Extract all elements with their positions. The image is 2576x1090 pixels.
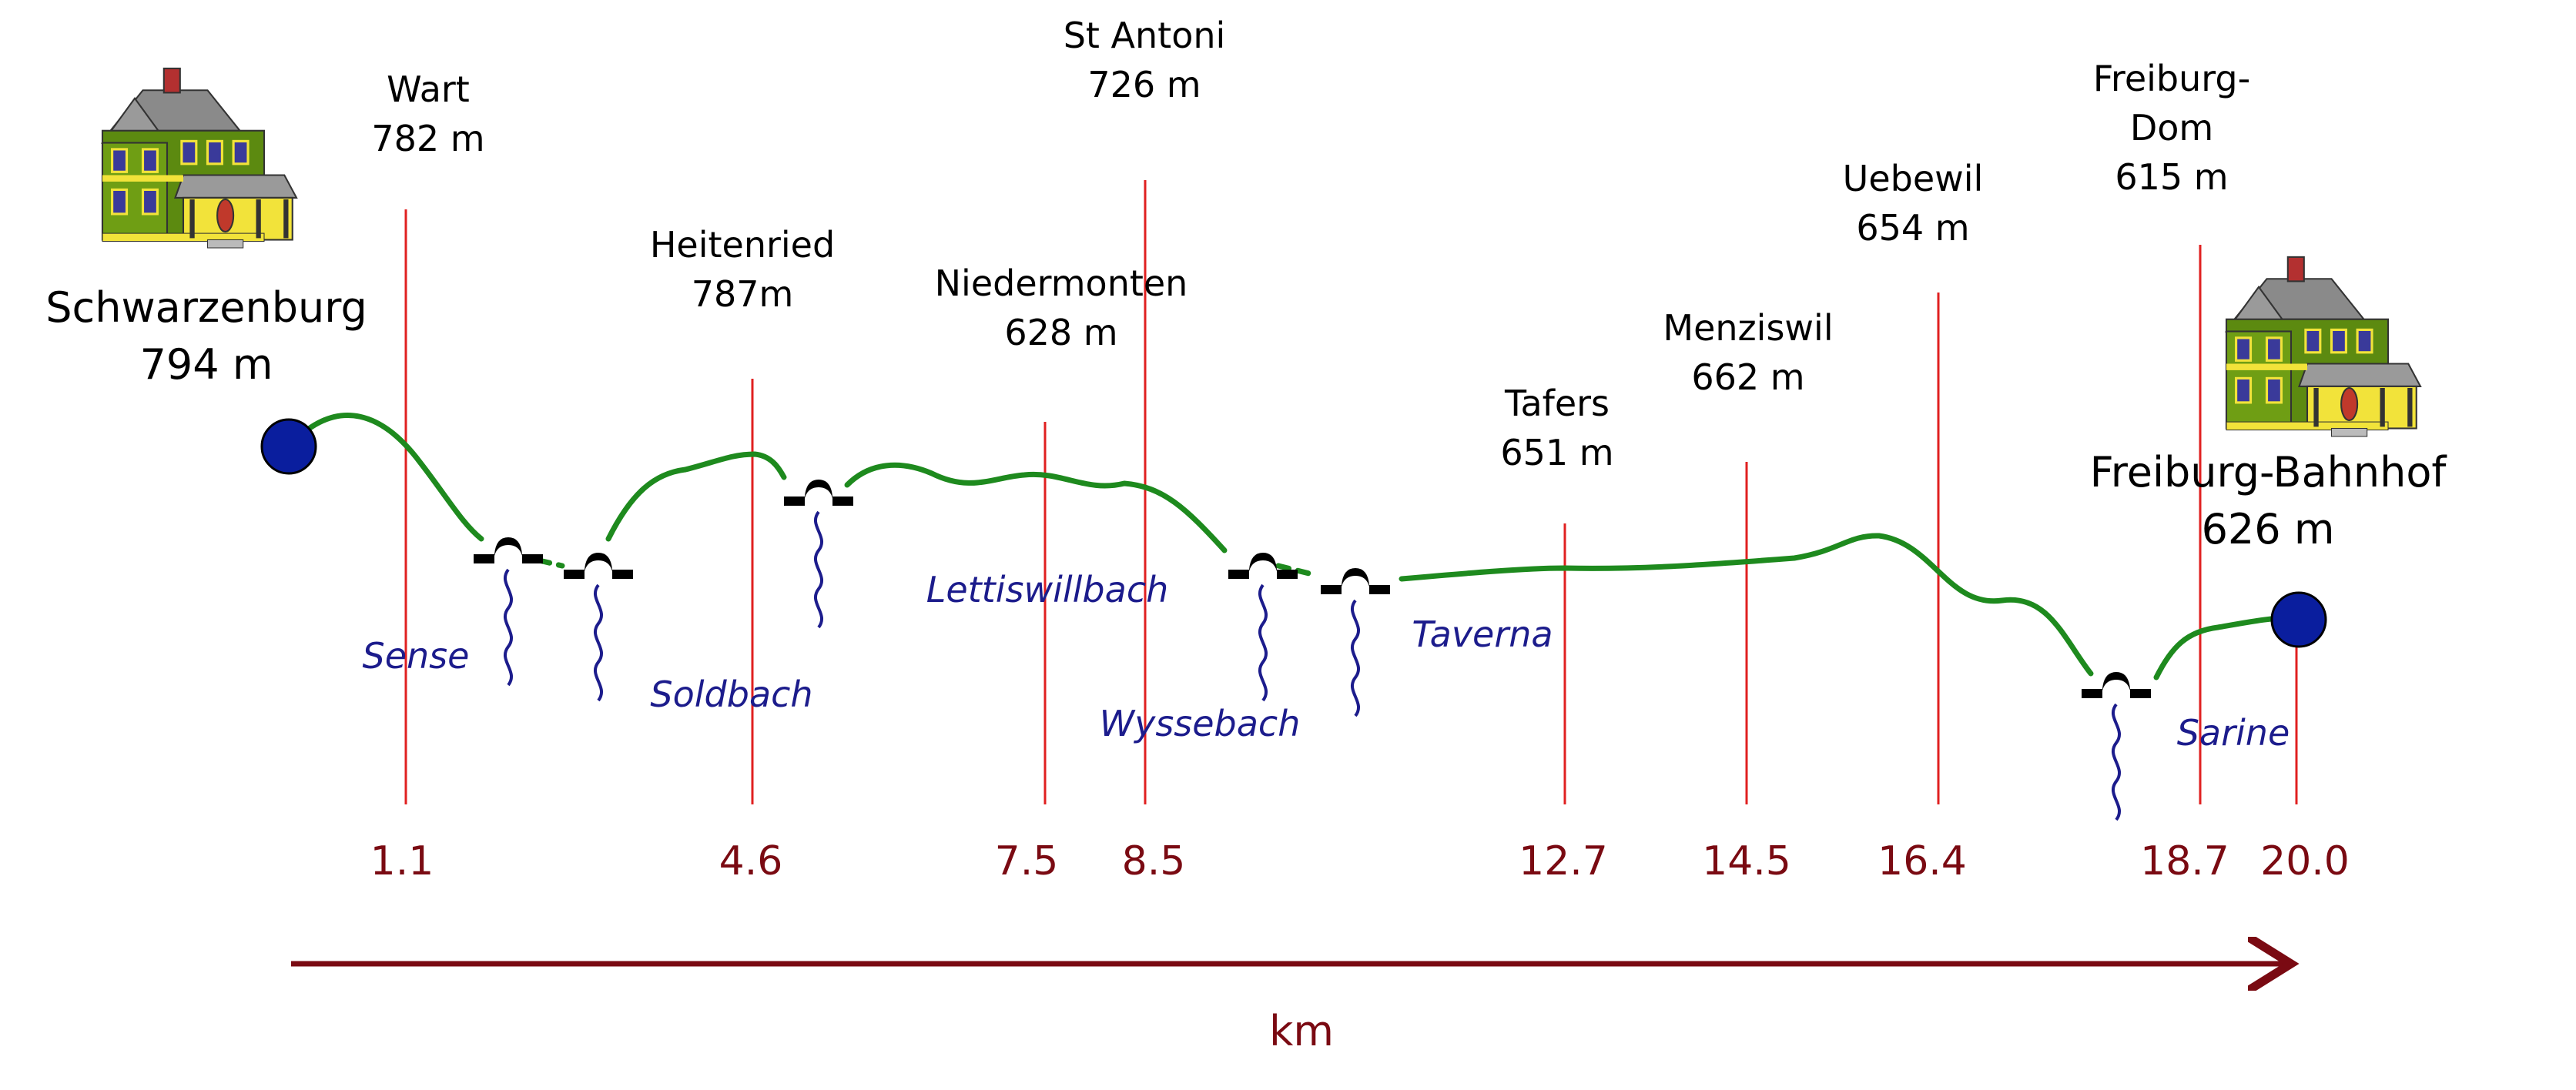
end-name: Freiburg-Bahnhof <box>2090 448 2448 497</box>
marker-lines <box>404 180 2298 804</box>
river-label: Soldbach <box>650 674 812 715</box>
bridge-icon <box>1321 568 1390 594</box>
route-segment-1-dash <box>536 557 565 569</box>
km-label: 8.5 <box>1122 838 1186 884</box>
km-label: 18.7 <box>2140 838 2229 884</box>
bridge-icon <box>564 553 633 579</box>
end-point-marker <box>2270 591 2327 648</box>
river-label: Sense <box>363 635 470 677</box>
waypoint-name: Wart <box>387 69 470 110</box>
waypoint-name: Uebewil <box>1843 158 1984 199</box>
stream-icon <box>2111 703 2122 821</box>
river-label: Sarine <box>2177 712 2290 754</box>
river-label: Lettiswillbach <box>926 569 1169 610</box>
route-profile <box>286 413 2302 680</box>
waypoint-name: Dom <box>2130 107 2213 149</box>
waypoint-elevation: 726 m <box>1087 64 1201 105</box>
river-label: Wyssebach <box>1100 703 1301 744</box>
end-elevation: 626 m <box>2202 505 2335 553</box>
km-label: 20.0 <box>2260 838 2350 884</box>
route-segment-1 <box>286 413 484 542</box>
start-point-marker <box>260 418 317 475</box>
waypoint-name: St Antoni <box>1064 15 1226 56</box>
waypoint-elevation: 628 m <box>1004 312 1117 353</box>
km-label: 14.5 <box>1702 838 1791 884</box>
route-segment-2 <box>605 451 787 542</box>
waypoint-name: Heitenried <box>650 224 835 266</box>
waypoint-elevation: 787m <box>692 273 794 315</box>
stream-icon <box>503 568 514 687</box>
waypoint-elevation: 615 m <box>2115 156 2228 198</box>
route-segment-3 <box>844 462 1228 553</box>
stream-icon <box>1258 583 1268 702</box>
waypoint-elevation: 654 m <box>1856 207 1969 249</box>
waypoint-name: Freiburg- <box>2093 58 2250 99</box>
waypoint-elevation: 782 m <box>371 118 484 159</box>
waypoint-name: Menziswil <box>1663 307 1833 349</box>
waypoint-elevation: 662 m <box>1691 356 1804 398</box>
km-label: 1.1 <box>370 838 434 884</box>
waypoint-name: Niedermonten <box>935 262 1188 304</box>
route-segment-4 <box>1399 533 2094 677</box>
waypoint-elevation: 651 m <box>1500 432 1613 473</box>
stream-icon <box>593 583 604 702</box>
bridge-icon <box>474 537 543 563</box>
km-label: 7.5 <box>995 838 1059 884</box>
route-segment-3-dash <box>1275 563 1312 577</box>
stream-icon <box>1350 599 1361 717</box>
axis-label: km <box>1269 1007 1334 1055</box>
bridge-icon <box>784 480 853 506</box>
km-label: 12.7 <box>1519 838 1608 884</box>
waypoint-name: Tafers <box>1504 383 1610 424</box>
start-house-icon <box>101 67 298 249</box>
start-name: Schwarzenburg <box>45 283 367 332</box>
km-label: 4.6 <box>719 838 783 884</box>
km-label: 16.4 <box>1878 838 1967 884</box>
start-elevation: 794 m <box>140 340 273 389</box>
river-label: Taverna <box>1412 614 1553 655</box>
stream-icon <box>813 510 824 629</box>
end-house-icon <box>2225 256 2422 438</box>
